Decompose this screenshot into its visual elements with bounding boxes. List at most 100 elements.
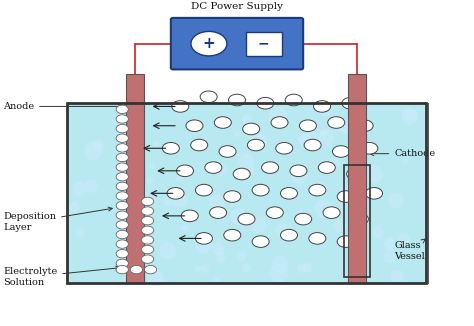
Circle shape xyxy=(200,91,217,103)
Circle shape xyxy=(281,230,298,241)
FancyBboxPatch shape xyxy=(171,18,303,69)
Circle shape xyxy=(195,184,212,196)
Ellipse shape xyxy=(146,177,154,184)
Ellipse shape xyxy=(337,119,351,133)
Text: +: + xyxy=(202,36,215,51)
Circle shape xyxy=(116,105,128,113)
Circle shape xyxy=(116,240,128,248)
Circle shape xyxy=(328,117,345,128)
Ellipse shape xyxy=(319,130,327,137)
Ellipse shape xyxy=(242,115,252,125)
Circle shape xyxy=(252,236,269,247)
Circle shape xyxy=(116,265,128,274)
Circle shape xyxy=(116,134,128,142)
Ellipse shape xyxy=(269,107,287,126)
Bar xyxy=(126,74,144,284)
Ellipse shape xyxy=(84,179,98,193)
Ellipse shape xyxy=(149,198,157,206)
Ellipse shape xyxy=(401,107,418,125)
Ellipse shape xyxy=(366,166,383,183)
Ellipse shape xyxy=(251,217,266,233)
Ellipse shape xyxy=(345,184,356,195)
Ellipse shape xyxy=(275,223,290,238)
Ellipse shape xyxy=(159,242,176,259)
Ellipse shape xyxy=(297,263,307,273)
Circle shape xyxy=(257,97,274,109)
Circle shape xyxy=(162,142,179,154)
Ellipse shape xyxy=(195,235,213,253)
Circle shape xyxy=(342,97,359,109)
Ellipse shape xyxy=(291,169,307,185)
Ellipse shape xyxy=(372,226,383,238)
Text: Electrolyte
Solution: Electrolyte Solution xyxy=(3,266,120,287)
Circle shape xyxy=(224,230,241,241)
Circle shape xyxy=(276,142,293,154)
Circle shape xyxy=(210,207,227,218)
Bar xyxy=(246,32,282,56)
Circle shape xyxy=(116,163,128,171)
Circle shape xyxy=(141,245,154,254)
Ellipse shape xyxy=(129,146,140,157)
Ellipse shape xyxy=(216,252,226,262)
Circle shape xyxy=(356,120,373,131)
Circle shape xyxy=(116,201,128,210)
Circle shape xyxy=(130,265,143,274)
Ellipse shape xyxy=(163,197,173,206)
Circle shape xyxy=(351,213,368,225)
Bar xyxy=(67,103,426,284)
Text: Deposition
Layer: Deposition Layer xyxy=(3,207,112,232)
Ellipse shape xyxy=(201,264,209,273)
Ellipse shape xyxy=(349,114,354,120)
Circle shape xyxy=(116,259,128,268)
Circle shape xyxy=(228,94,246,106)
Ellipse shape xyxy=(398,234,410,246)
Ellipse shape xyxy=(350,162,365,178)
Circle shape xyxy=(224,191,241,202)
Ellipse shape xyxy=(347,152,354,159)
Ellipse shape xyxy=(352,270,356,275)
Ellipse shape xyxy=(319,129,334,145)
Ellipse shape xyxy=(149,162,155,169)
Circle shape xyxy=(243,123,260,135)
Circle shape xyxy=(309,184,326,196)
Ellipse shape xyxy=(125,270,134,278)
Circle shape xyxy=(233,168,250,180)
Text: Anode: Anode xyxy=(3,102,122,111)
Circle shape xyxy=(116,115,128,123)
Circle shape xyxy=(116,153,128,162)
Circle shape xyxy=(290,165,307,177)
Ellipse shape xyxy=(212,243,224,255)
Ellipse shape xyxy=(133,223,141,231)
Circle shape xyxy=(141,197,154,206)
Ellipse shape xyxy=(270,264,289,283)
Circle shape xyxy=(145,265,156,274)
Ellipse shape xyxy=(248,132,267,151)
Ellipse shape xyxy=(93,139,104,150)
Ellipse shape xyxy=(84,141,102,160)
Ellipse shape xyxy=(175,173,183,181)
Ellipse shape xyxy=(328,158,340,170)
Ellipse shape xyxy=(314,200,332,217)
Circle shape xyxy=(141,226,154,234)
Ellipse shape xyxy=(302,263,312,273)
Ellipse shape xyxy=(349,199,363,213)
Circle shape xyxy=(141,216,154,225)
Ellipse shape xyxy=(148,270,164,287)
Ellipse shape xyxy=(296,210,307,222)
Ellipse shape xyxy=(312,182,327,197)
Circle shape xyxy=(116,144,128,152)
Ellipse shape xyxy=(388,193,403,209)
Circle shape xyxy=(309,233,326,244)
Circle shape xyxy=(116,211,128,219)
Circle shape xyxy=(266,207,283,218)
Circle shape xyxy=(318,162,335,173)
Ellipse shape xyxy=(407,109,418,120)
Ellipse shape xyxy=(238,154,255,170)
Ellipse shape xyxy=(68,201,80,213)
Ellipse shape xyxy=(73,182,87,197)
Ellipse shape xyxy=(172,192,187,208)
Circle shape xyxy=(116,221,128,229)
Circle shape xyxy=(141,236,154,244)
Bar xyxy=(344,165,370,277)
Ellipse shape xyxy=(391,269,404,283)
